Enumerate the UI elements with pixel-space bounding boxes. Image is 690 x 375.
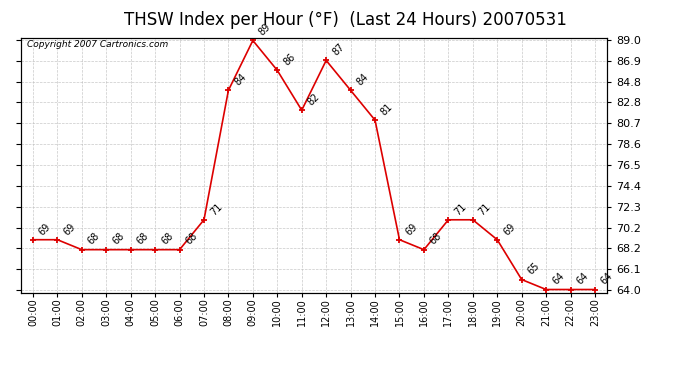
- Text: 82: 82: [306, 92, 322, 107]
- Text: 68: 68: [184, 231, 199, 247]
- Text: 64: 64: [550, 271, 566, 287]
- Text: 71: 71: [477, 201, 493, 217]
- Text: 87: 87: [331, 42, 346, 58]
- Text: THSW Index per Hour (°F)  (Last 24 Hours) 20070531: THSW Index per Hour (°F) (Last 24 Hours)…: [124, 11, 566, 29]
- Text: 71: 71: [453, 201, 469, 217]
- Text: 86: 86: [282, 52, 297, 68]
- Text: 68: 68: [428, 231, 444, 247]
- Text: 81: 81: [380, 102, 395, 117]
- Text: 84: 84: [233, 72, 248, 87]
- Text: 69: 69: [61, 221, 77, 237]
- Text: 84: 84: [355, 72, 371, 87]
- Text: 89: 89: [257, 22, 273, 38]
- Text: 68: 68: [135, 231, 150, 247]
- Text: 65: 65: [526, 261, 542, 277]
- Text: 69: 69: [502, 221, 517, 237]
- Text: 68: 68: [159, 231, 175, 247]
- Text: Copyright 2007 Cartronics.com: Copyright 2007 Cartronics.com: [26, 40, 168, 49]
- Text: 64: 64: [575, 271, 591, 287]
- Text: 64: 64: [599, 271, 615, 287]
- Text: 69: 69: [37, 221, 53, 237]
- Text: 69: 69: [404, 221, 420, 237]
- Text: 71: 71: [208, 201, 224, 217]
- Text: 68: 68: [110, 231, 126, 247]
- Text: 68: 68: [86, 231, 101, 247]
